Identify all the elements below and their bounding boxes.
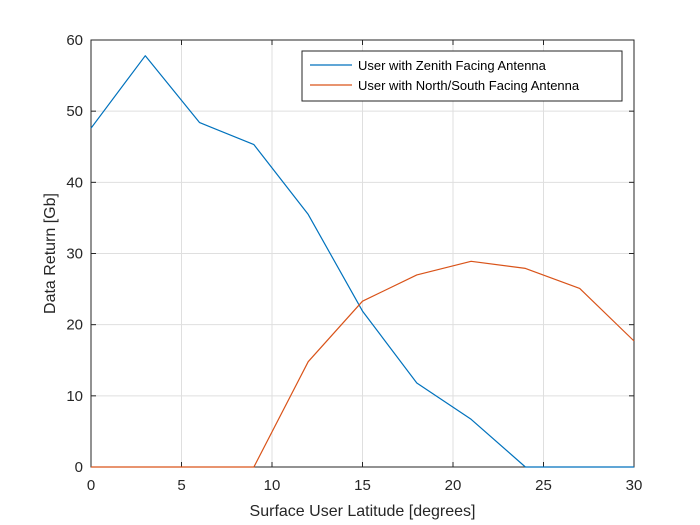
x-tick-label: 5	[177, 477, 185, 494]
x-tick-label: 20	[445, 477, 462, 494]
y-tick-label: 50	[66, 103, 83, 120]
y-tick-label: 30	[66, 246, 83, 263]
y-tick-label: 0	[75, 459, 83, 476]
legend-box	[301, 50, 623, 102]
y-tick-label: 10	[66, 388, 83, 405]
x-tick-label: 0	[87, 477, 95, 494]
x-axis-ticks: 0 5 10 15 20 25 30	[87, 40, 643, 494]
series-layer	[90, 55, 635, 468]
legend: User with Zenith Facing Antenna User with…	[301, 50, 623, 102]
y-axis-label: Data Return [Gb]	[42, 193, 59, 314]
y-tick-label: 60	[66, 32, 83, 49]
x-tick-label: 15	[354, 477, 371, 494]
legend-label: User with Zenith Facing Antenna	[358, 58, 547, 73]
series-line-2	[91, 260, 635, 468]
x-tick-label: 10	[264, 477, 281, 494]
y-tick-label: 20	[66, 317, 83, 334]
legend-label: User with North/South Facing Antenna	[358, 78, 580, 93]
x-axis-label: Surface User Latitude [degrees]	[250, 503, 476, 520]
x-tick-label: 30	[626, 477, 643, 494]
series-line-1	[90, 55, 634, 468]
y-tick-label: 40	[66, 174, 83, 191]
y-axis-ticks: 0 10 20 30 40 50 60	[66, 32, 634, 476]
x-tick-label: 25	[535, 477, 552, 494]
